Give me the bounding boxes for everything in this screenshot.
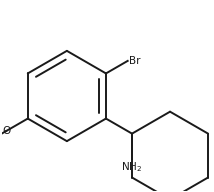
Text: NH$_2$: NH$_2$ [122,160,143,174]
Text: Br: Br [129,56,140,66]
Text: O: O [2,126,10,136]
